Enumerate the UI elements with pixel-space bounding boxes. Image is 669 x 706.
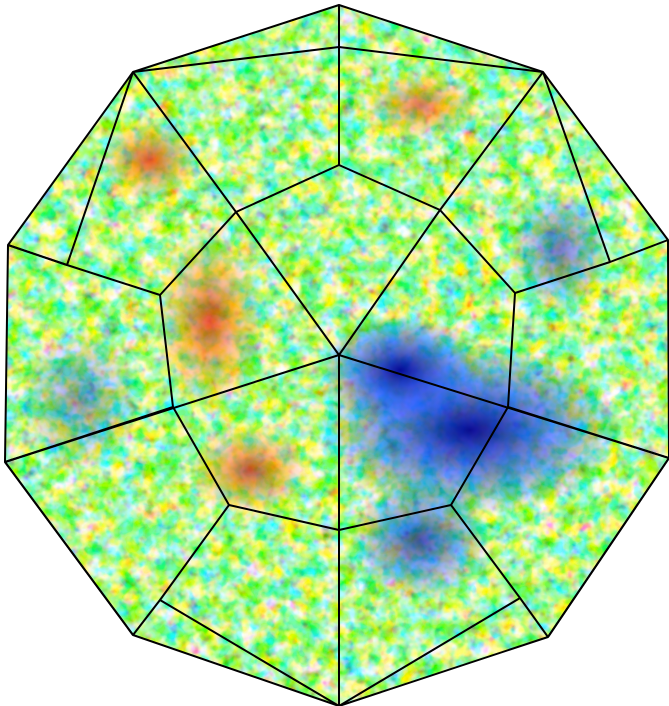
face-edges xyxy=(4,4,669,706)
